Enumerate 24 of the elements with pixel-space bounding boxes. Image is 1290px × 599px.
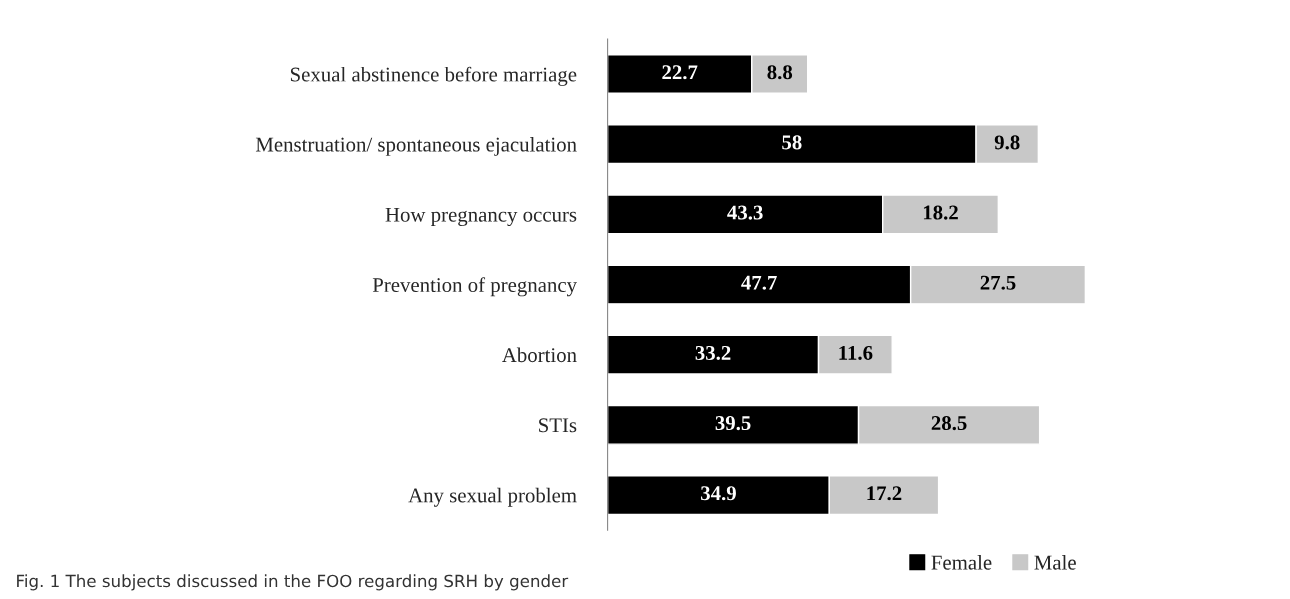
data-label: 9.8 [994,135,1020,150]
data-label: 22.7 [662,65,698,80]
data-label: 58 [782,135,802,150]
y-tick-label: Abortion [502,347,577,363]
y-tick-label: Prevention of pregnancy [372,277,577,297]
data-label: 33.2 [695,345,731,360]
caption: Fig. 1 The subjects discussed in the FOO regarding SRH by gender [17,574,569,591]
data-label: 27.5 [980,275,1016,290]
data-label: 8.8 [767,65,793,80]
legend-label: Male [1034,554,1076,570]
data-label: 43.3 [727,205,763,220]
data-label: 34.9 [701,486,736,501]
data-label: 11.6 [839,345,873,360]
data-label: 39.5 [715,416,751,431]
y-tick-label: STIs [539,418,577,433]
data-label: 18.2 [923,205,958,220]
data-label: 17.2 [867,486,902,501]
data-label: 47.7 [741,275,777,290]
data-label: 28.5 [931,416,967,431]
y-tick-label: Sexual abstinence before marriage [290,66,577,86]
y-tick-label: How pregnancy occurs [385,207,577,227]
legend-label: Female [931,554,992,570]
y-tick-label: Any sexual problem [408,487,577,507]
y-tick-label: Menstruation/ spontaneous ejaculation [255,136,577,156]
